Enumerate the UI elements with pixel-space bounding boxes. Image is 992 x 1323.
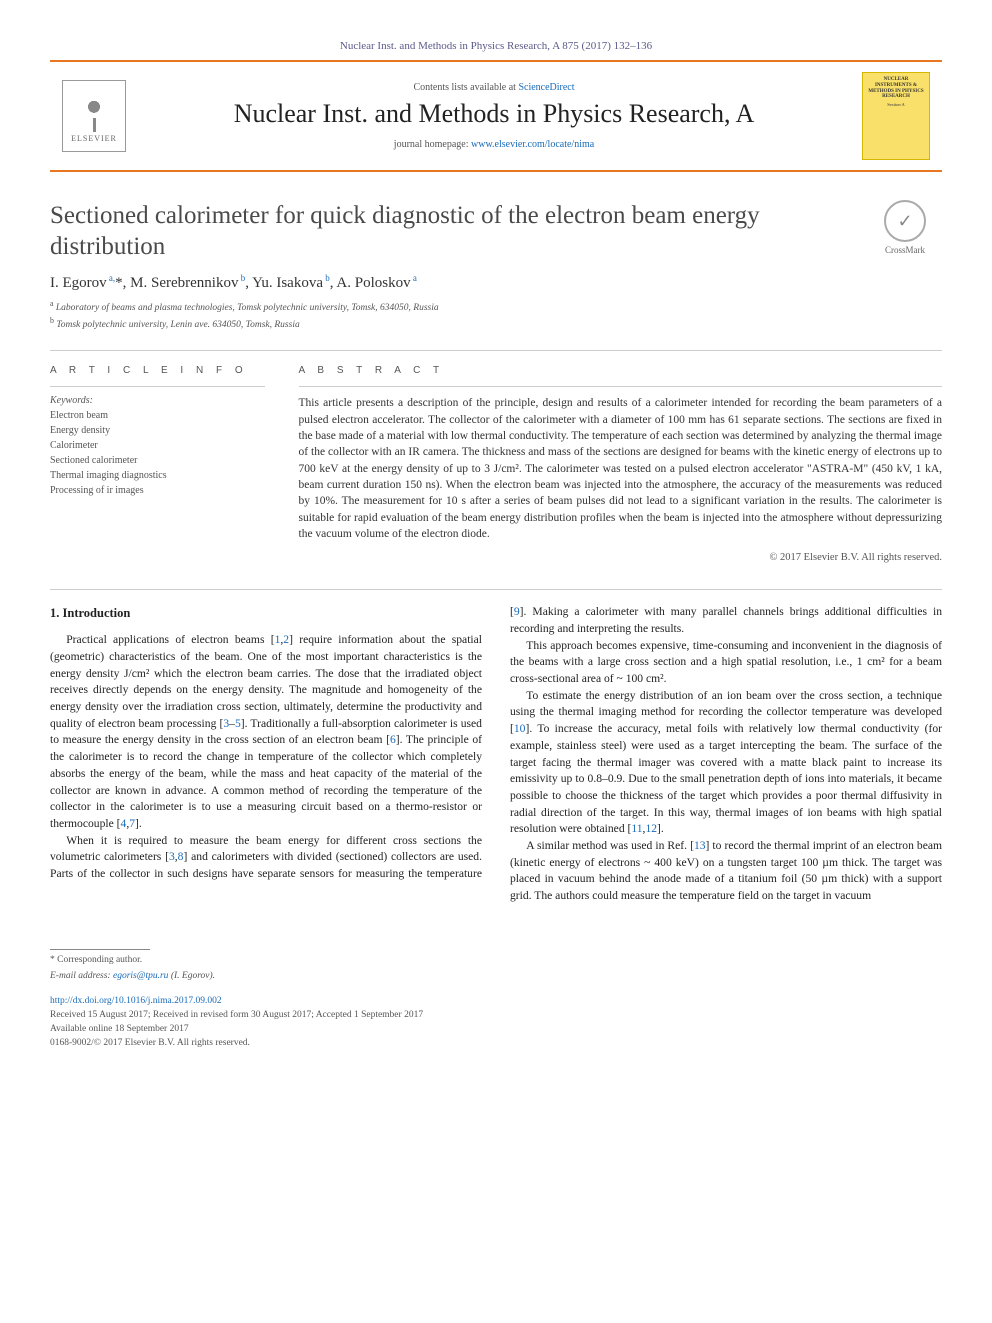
cover-title: NUCLEAR INSTRUMENTS & METHODS IN PHYSICS… xyxy=(867,77,925,100)
page-footer: * Corresponding author. E-mail address: … xyxy=(50,949,942,1051)
email-label: E-mail address: xyxy=(50,971,113,981)
article-history: Received 15 August 2017; Received in rev… xyxy=(50,1009,942,1023)
corresponding-author-note: * Corresponding author. xyxy=(50,954,942,968)
article-info-heading: A R T I C L E I N F O xyxy=(50,365,265,376)
journal-title: Nuclear Inst. and Methods in Physics Res… xyxy=(142,99,846,129)
running-head: Nuclear Inst. and Methods in Physics Res… xyxy=(50,40,942,52)
citation-link[interactable]: 12 xyxy=(645,822,657,835)
divider xyxy=(50,350,942,351)
doi-line: http://dx.doi.org/10.1016/j.nima.2017.09… xyxy=(50,995,942,1009)
abstract-column: A B S T R A C T This article presents a … xyxy=(299,365,943,563)
crossmark-icon: ✓ xyxy=(884,200,926,242)
crossmark-label: CrossMark xyxy=(885,245,925,255)
keywords-list: Electron beamEnergy densityCalorimeterSe… xyxy=(50,408,265,498)
email-line: E-mail address: egoris@tpu.ru (I. Egorov… xyxy=(50,970,942,984)
divider xyxy=(50,589,942,590)
crossmark-widget[interactable]: ✓ CrossMark xyxy=(868,200,942,255)
citation-link[interactable]: 10 xyxy=(514,722,526,735)
author-list: I. Egorov a,*, M. Serebrennikov b, Yu. I… xyxy=(50,273,942,292)
body-paragraph: This approach becomes expensive, time-co… xyxy=(510,638,942,688)
abstract-copyright: © 2017 Elsevier B.V. All rights reserved… xyxy=(299,552,943,563)
homepage-line: journal homepage: www.elsevier.com/locat… xyxy=(142,139,846,150)
doi-link[interactable]: http://dx.doi.org/10.1016/j.nima.2017.09… xyxy=(50,996,222,1006)
article-body: 1. Introduction Practical applications o… xyxy=(50,604,942,904)
footnote-rule xyxy=(50,949,150,950)
available-online: Available online 18 September 2017 xyxy=(50,1023,942,1037)
affiliations: a Laboratory of beams and plasma technol… xyxy=(50,298,942,333)
journal-cover-thumb: NUCLEAR INSTRUMENTS & METHODS IN PHYSICS… xyxy=(862,72,930,160)
sciencedirect-link[interactable]: ScienceDirect xyxy=(518,82,574,93)
abstract-text: This article presents a description of t… xyxy=(299,395,943,542)
homepage-prefix: journal homepage: xyxy=(394,139,471,150)
email-author: (I. Egorov). xyxy=(168,971,215,981)
body-paragraph: A similar method was used in Ref. [13] t… xyxy=(510,838,942,905)
citation-link[interactable]: 13 xyxy=(694,839,706,852)
affiliation-b: Tomsk polytechnic university, Lenin ave.… xyxy=(56,320,299,330)
email-link[interactable]: egoris@tpu.ru xyxy=(113,971,168,981)
citation-link[interactable]: 11 xyxy=(631,822,642,835)
journal-header: ELSEVIER Contents lists available at Sci… xyxy=(50,60,942,172)
body-paragraph: To estimate the energy distribution of a… xyxy=(510,688,942,838)
homepage-link[interactable]: www.elsevier.com/locate/nima xyxy=(471,139,594,150)
issn-copyright: 0168-9002/© 2017 Elsevier B.V. All right… xyxy=(50,1037,942,1051)
article-info-column: A R T I C L E I N F O Keywords: Electron… xyxy=(50,365,265,563)
section-heading-intro: 1. Introduction xyxy=(50,604,482,622)
elsevier-wordmark: ELSEVIER xyxy=(71,134,117,143)
elsevier-tree-icon xyxy=(73,90,115,132)
contents-line: Contents lists available at ScienceDirec… xyxy=(142,82,846,93)
affiliation-a: Laboratory of beams and plasma technolog… xyxy=(56,303,439,313)
keywords-label: Keywords: xyxy=(50,395,265,406)
body-paragraph: Practical applications of electron beams… xyxy=(50,632,482,832)
article-title: Sectioned calorimeter for quick diagnost… xyxy=(50,200,850,263)
cover-subtitle: Section A xyxy=(867,102,925,107)
elsevier-logo: ELSEVIER xyxy=(62,80,126,152)
contents-prefix: Contents lists available at xyxy=(413,82,518,93)
abstract-heading: A B S T R A C T xyxy=(299,365,943,376)
